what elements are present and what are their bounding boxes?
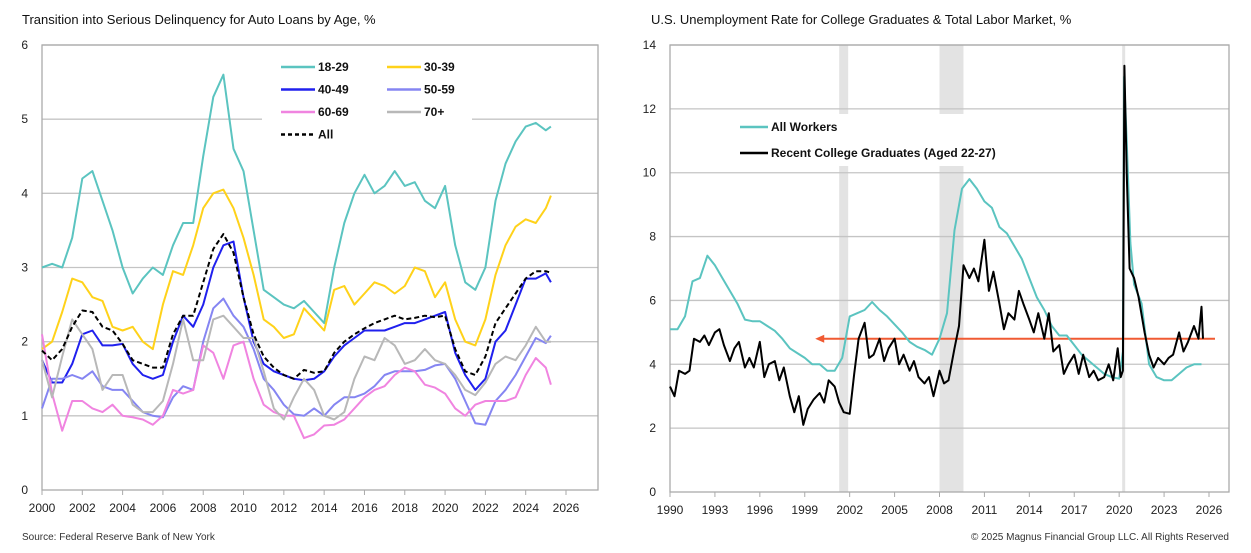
legend-label: 18-29	[318, 60, 349, 74]
x-tick-label: 2014	[1016, 503, 1043, 517]
chart-title-unemployment: U.S. Unemployment Rate for College Gradu…	[651, 12, 1072, 27]
y-tick-label: 6	[21, 38, 28, 52]
x-tick-label: 2024	[512, 501, 539, 515]
x-tick-label: 2011	[972, 503, 998, 517]
series-line-60-69	[41, 334, 552, 440]
legend-label: 50-59	[424, 83, 455, 97]
x-tick-label: 2026	[1196, 503, 1223, 517]
x-tick-label: 2012	[270, 501, 297, 515]
y-tick-label: 1	[21, 409, 28, 423]
legend-label: Recent College Graduates (Aged 22-27)	[771, 146, 996, 160]
x-tick-label: 2016	[351, 501, 378, 515]
series-line-50-59	[41, 297, 552, 426]
x-tick-label: 2020	[1106, 503, 1133, 517]
x-tick-label: 2026	[553, 501, 580, 515]
series-line-40-49	[41, 240, 552, 391]
y-tick-label: 14	[643, 38, 657, 52]
legend-label: 70+	[424, 105, 444, 119]
y-tick-label: 5	[21, 112, 28, 126]
x-tick-label: 2014	[311, 501, 338, 515]
y-tick-label: 0	[649, 485, 656, 499]
chart-title-auto-delinquency: Transition into Serious Delinquency for …	[22, 12, 376, 27]
y-tick-label: 4	[21, 186, 28, 200]
x-tick-label: 2010	[230, 501, 257, 515]
series-line-recent-college-graduates-aged-22-27-	[669, 64, 1204, 426]
legend-label: All	[318, 128, 333, 142]
recession-band	[839, 45, 849, 492]
x-tick-label: 2018	[391, 501, 418, 515]
unemployment-chart: 0 2 4 6 8 10 12 14 1990 1993 1996 1999 2002 2005 2008 2…	[643, 38, 1230, 517]
x-tick-label: 2008	[926, 503, 953, 517]
x-tick-label: 2017	[1061, 503, 1088, 517]
x-tick-label: 2020	[432, 501, 459, 515]
legend-background	[735, 114, 1007, 166]
x-tick-label: 1990	[657, 503, 684, 517]
plot-frame	[669, 44, 1230, 493]
y-tick-label: 12	[643, 102, 657, 116]
x-tick-label: 2002	[836, 503, 863, 517]
legend-label: 30-39	[424, 60, 455, 74]
y-tick-label: 6	[649, 293, 656, 307]
x-tick-label: 2023	[1151, 503, 1178, 517]
x-tick-label: 1993	[702, 503, 729, 517]
x-tick-label: 2008	[190, 501, 217, 515]
x-tick-label: 1996	[746, 503, 773, 517]
y-tick-label: 10	[643, 166, 657, 180]
auto-delinquency-chart: 0 1 2 3 4 5 6 2000 2002 2004 2006 2008 2010 2012 2014 2…	[21, 38, 599, 515]
source-note: Source: Federal Reserve Bank of New York	[22, 532, 216, 543]
x-tick-label: 2000	[29, 501, 56, 515]
series-line-30-39	[41, 188, 552, 351]
series-line-18-29	[41, 73, 552, 325]
y-tick-label: 8	[649, 230, 656, 244]
x-tick-label: 2004	[109, 501, 136, 515]
x-tick-label: 2006	[150, 501, 177, 515]
y-tick-label: 4	[649, 357, 656, 371]
x-tick-label: 2002	[69, 501, 96, 515]
x-tick-label: 2022	[472, 501, 499, 515]
y-tick-label: 0	[21, 483, 28, 497]
y-tick-label: 3	[21, 261, 28, 275]
legend-label: All Workers	[771, 120, 838, 134]
y-tick-label: 2	[21, 335, 28, 349]
legend-label: 40-49	[318, 83, 349, 97]
arrow-head-icon	[815, 334, 825, 343]
x-tick-label: 1999	[791, 503, 818, 517]
series-line-all	[41, 233, 552, 380]
legend-background	[262, 56, 472, 144]
copyright-note: © 2025 Magnus Financial Group LLC. All R…	[971, 532, 1229, 543]
y-tick-label: 2	[649, 421, 656, 435]
series-line-70-	[41, 314, 551, 421]
x-tick-label: 2005	[881, 503, 908, 517]
legend-label: 60-69	[318, 105, 349, 119]
